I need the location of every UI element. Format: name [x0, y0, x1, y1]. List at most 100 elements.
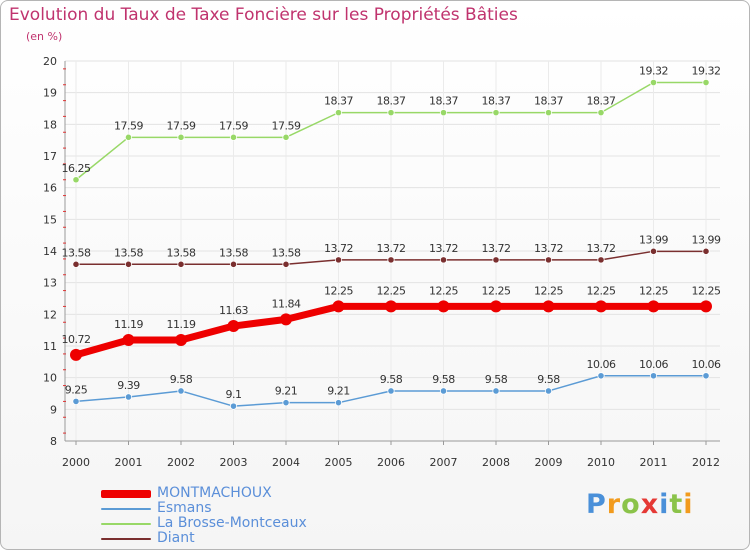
logo-letter: i	[659, 489, 670, 520]
data-label: 11.84	[272, 297, 301, 310]
x-tick-label: 2004	[272, 456, 300, 469]
data-point	[175, 333, 187, 346]
data-point	[387, 109, 395, 117]
data-label: 9.25	[65, 383, 88, 396]
data-point	[702, 247, 710, 255]
data-point	[439, 109, 448, 117]
data-point	[437, 300, 450, 313]
data-point	[647, 300, 660, 313]
data-point	[649, 372, 658, 380]
data-point	[387, 387, 395, 395]
data-point	[229, 402, 238, 410]
y-tick-label: 11	[43, 340, 57, 353]
y-tick-label: 16	[43, 182, 57, 195]
legend-item: MONTMACHOUX	[101, 486, 307, 501]
data-point	[72, 260, 80, 268]
data-label: 13.99	[639, 233, 668, 246]
data-label: 12.25	[324, 284, 353, 297]
data-label: 11.19	[114, 318, 143, 331]
data-point	[124, 393, 133, 401]
data-label: 18.37	[429, 95, 458, 108]
data-point	[544, 387, 553, 395]
data-label: 18.37	[377, 95, 406, 108]
x-tick-label: 2006	[377, 456, 405, 469]
data-label: 18.37	[324, 95, 353, 108]
data-label: 13.72	[534, 242, 563, 255]
data-point	[282, 399, 290, 407]
x-tick-label: 2003	[220, 456, 248, 469]
logo-letter: o	[621, 489, 641, 520]
data-point	[282, 260, 290, 268]
data-label: 13.58	[167, 246, 196, 259]
data-point	[334, 399, 343, 407]
data-label: 12.25	[429, 284, 458, 297]
legend-label: La Brosse-Montceaux	[157, 515, 307, 531]
data-point	[72, 397, 80, 406]
data-point	[280, 313, 292, 326]
data-label: 19.32	[692, 65, 721, 78]
data-label: 9.58	[432, 373, 455, 386]
legend-swatch	[101, 489, 151, 498]
y-tick-label: 20	[43, 55, 57, 68]
data-label: 13.72	[324, 242, 353, 255]
logo-letter: r	[606, 489, 622, 520]
data-label: 13.58	[114, 246, 143, 259]
data-point	[229, 133, 238, 141]
data-point	[492, 109, 500, 117]
x-tick-label: 2005	[325, 456, 353, 469]
data-label: 9.58	[485, 373, 508, 386]
data-label: 13.72	[377, 242, 406, 255]
data-point	[492, 387, 500, 395]
legend-swatch	[101, 522, 151, 525]
y-tick-label: 17	[43, 150, 57, 163]
data-label: 9.21	[275, 385, 298, 398]
data-label: 13.58	[219, 246, 248, 259]
logo-letter: x	[640, 489, 660, 520]
data-point	[70, 348, 82, 361]
data-label: 11.19	[167, 318, 196, 331]
data-label: 9.1	[226, 388, 242, 401]
logo-letter: t	[669, 489, 684, 520]
data-point	[177, 387, 185, 395]
data-point	[702, 372, 710, 380]
x-tick-label: 2010	[587, 456, 615, 469]
logo-letter: P	[586, 489, 607, 520]
data-label: 12.25	[692, 284, 721, 297]
y-tick-label: 9	[50, 403, 57, 416]
legend-item: Esmans	[101, 501, 307, 516]
proxiti-logo: Proxiti	[586, 489, 694, 520]
y-tick-label: 13	[43, 277, 57, 290]
data-point	[177, 260, 185, 268]
data-point	[177, 133, 185, 141]
data-point	[124, 133, 133, 141]
data-point	[385, 300, 397, 313]
data-label: 18.37	[534, 95, 563, 108]
data-label: 12.25	[482, 284, 511, 297]
logo-letter: i	[683, 489, 694, 520]
data-point	[542, 300, 555, 313]
legend-item: La Brosse-Montceaux	[101, 516, 307, 531]
data-point	[597, 109, 605, 117]
data-point	[334, 256, 343, 264]
data-label: 13.58	[62, 246, 91, 259]
data-point	[334, 109, 343, 117]
data-point	[595, 300, 607, 313]
data-label: 11.63	[219, 304, 248, 317]
data-point	[492, 256, 500, 264]
data-label: 9.58	[170, 373, 193, 386]
legend-label: MONTMACHOUX	[157, 485, 272, 501]
data-label: 13.72	[482, 242, 511, 255]
data-point	[227, 320, 240, 333]
data-label: 12.25	[534, 284, 563, 297]
data-point	[544, 109, 553, 117]
line-chart: 8 9 10 11 12 13 14 15 16 17 18 19 20 2000 2001 2002 2003…	[43, 55, 721, 469]
data-point	[229, 260, 238, 268]
data-label: 13.72	[429, 242, 458, 255]
data-label: 9.58	[537, 373, 560, 386]
data-label: 17.59	[219, 119, 248, 132]
x-tick-label: 2011	[640, 456, 668, 469]
data-point	[700, 300, 712, 313]
x-tick-label: 2001	[115, 456, 143, 469]
data-label: 12.25	[587, 284, 616, 297]
